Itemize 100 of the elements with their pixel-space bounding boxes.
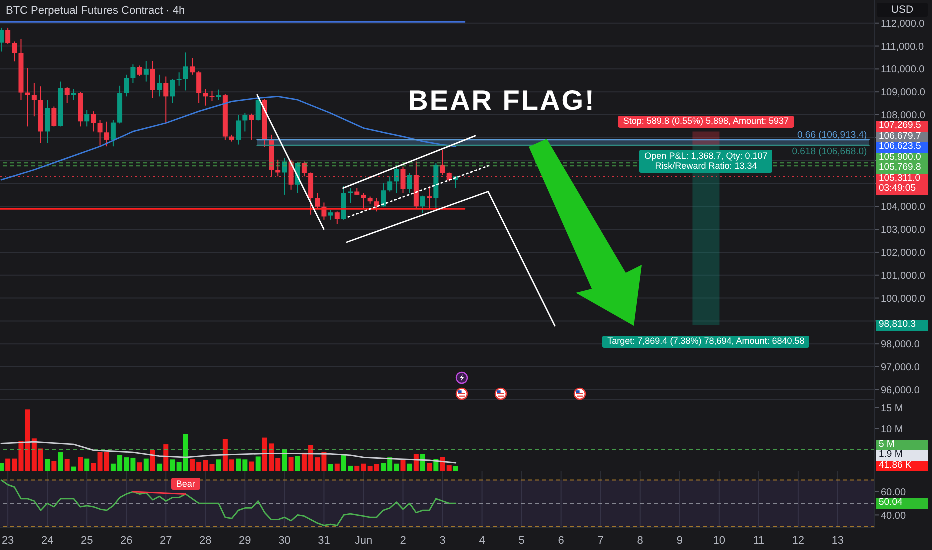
bar [45,459,50,471]
bar [157,464,162,471]
bar [71,466,76,471]
candlestick [157,74,162,98]
candlestick [196,70,202,104]
bar [144,458,149,471]
y-tick-label: 102,000.0 [881,248,926,260]
y-tick-label: 101,000.0 [881,270,926,282]
candlestick [190,58,195,76]
y-tick-label: 96,000.0 [881,385,920,396]
candlestick [6,27,11,44]
ref-line-label: 5 M [876,438,928,450]
x-tick-label: 12 [792,534,805,547]
y-tick-label: 108,000.0 [881,110,926,122]
ref-line-label: 105,769.8 [876,162,928,174]
y-tick-label: 98,000.0 [881,340,920,351]
candlestick [394,164,400,194]
x-tick-label: 23 [2,534,14,547]
x-tick-label: 10 [713,534,726,547]
candlestick [91,111,96,132]
x-tick-label: 6 [558,534,564,547]
candlestick [420,195,426,214]
y-tick-label: 103,000.0 [881,225,926,236]
bar [295,456,300,471]
bar [150,450,156,471]
text: 50.04 [876,497,928,509]
candlestick [407,172,412,194]
candlestick [164,76,169,124]
line-series [0,480,457,526]
candlestick [144,60,149,82]
bar [64,459,70,471]
text: BTC Perpetual Futures Contract · 4h [6,5,186,17]
series-label: 0.66 (106,913.4) [798,130,868,141]
bar [400,460,406,471]
x-tick-label: 3 [440,534,446,547]
annotation: Target: 7,869.4 (7.38%) 78,694, Amount: 6840.58 [602,336,810,348]
y-tick-label: 10 M [881,424,904,436]
text: 106,623.5 [876,141,928,153]
x-tick-label: 24 [41,534,54,547]
y-tick-label: 111,000.0 [881,42,924,53]
candlestick [334,211,340,225]
bar [216,460,222,471]
candlestick [183,52,188,92]
annotation: Stop: 589.8 (0.55%) 5,898, Amount: 5937 [618,116,794,128]
y-tick-label: 97,000.0 [881,362,920,374]
candlestick [84,110,90,128]
bar [78,457,84,471]
text: 98,810.3 [876,319,928,331]
bar [137,462,142,471]
x-tick-label: 7 [598,534,604,547]
text: 106,679.7 [876,130,928,142]
annotation: BEAR FLAG! [408,85,596,116]
x-tick-label: 5 [518,534,525,547]
y-tick-label: 109,000.0 [881,88,926,99]
candlestick [256,96,261,122]
candlestick [374,198,380,212]
candlestick [104,121,110,148]
y-tick-label: 60.00 [881,487,906,498]
y-tick-label: 110,000.0 [881,64,926,76]
candlestick [216,89,222,101]
candlestick [124,74,130,98]
bar [453,466,458,471]
bar [249,462,254,471]
bar [334,464,340,471]
candlestick [12,41,18,62]
candlestick [98,120,103,146]
candlestick [150,60,156,99]
bar [91,463,96,471]
candlestick [315,192,320,209]
candlestick [170,78,176,104]
x-tick-label: 4 [479,534,486,547]
annotation: Open P&L: 1,368.7, Qty: 0.107 Risk/Reward Ratio: 13.34 [640,150,773,173]
x-tick-label: 9 [676,534,683,547]
x-tick-label: 13 [832,534,844,547]
x-tick-label: Jun [354,534,373,547]
ref-line-label: 105,311.0 [876,172,928,184]
candlestick [45,100,50,144]
x-tick-label: 30 [278,534,291,547]
candlestick [388,176,393,192]
bar [282,449,288,471]
x-tick-label: 2 [400,534,406,547]
series-label: 0.618 (106,668.0) [792,146,868,158]
annotation: Bear [171,478,200,490]
x-tick-label: 11 [753,534,765,547]
candlestick [130,64,136,84]
x-tick-label: 25 [80,534,94,547]
x-tick-label: 28 [200,534,212,547]
candlestick [137,65,142,77]
candlestick [176,72,182,86]
candlestick [348,188,354,204]
x-tick-label: 26 [120,534,133,547]
text: 41.86 K [876,460,928,471]
bar [420,454,426,471]
bar [84,458,90,471]
bar [328,464,334,471]
candlestick [64,87,70,104]
candlestick [52,106,57,128]
bar [52,461,57,471]
bar [164,444,169,471]
ref-line-label: 105,900.0 [876,152,928,164]
